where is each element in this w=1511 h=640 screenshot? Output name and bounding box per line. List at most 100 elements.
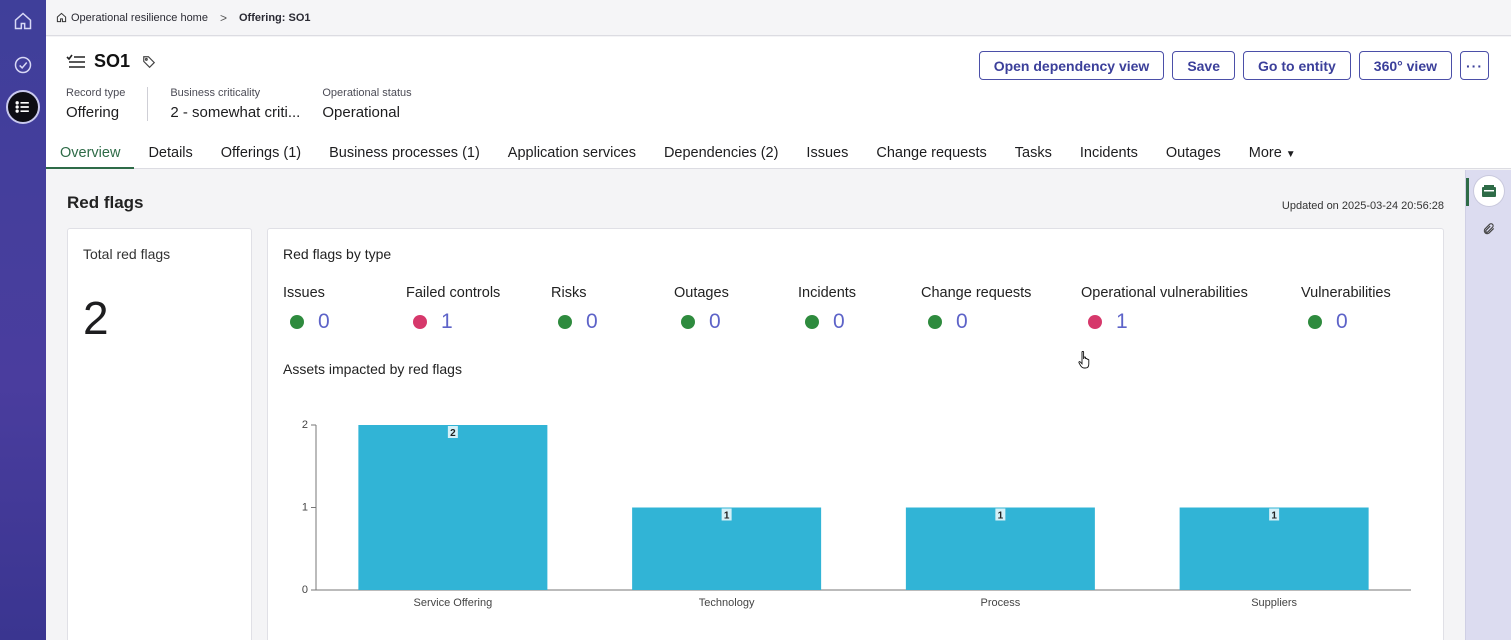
breadcrumb: Operational resilience home > Offering: …	[46, 0, 1511, 36]
tab-tasks[interactable]: Tasks	[1014, 145, 1052, 161]
data-label: 2	[450, 428, 456, 439]
y-tick-label: 1	[302, 502, 308, 514]
right-side-rail	[1465, 170, 1511, 640]
assets-bar-chart: 0 1 2 2 Service Offering 1 Technology 1 Process 1…	[302, 419, 1411, 609]
flag-type-name: Outages	[674, 285, 729, 301]
tab-dependencies[interactable]: Dependencies (2)	[663, 145, 779, 161]
flag-type-list: Issues 0 Failed controls 1 Risks 0 Outages 0 Inc…	[283, 285, 1433, 345]
caret-down-icon: ▼	[1285, 149, 1296, 160]
flag-type-incidents[interactable]: Incidents 0	[798, 285, 856, 334]
bar-service-offering	[358, 425, 548, 590]
tab-details[interactable]: Details	[148, 145, 193, 161]
tab-more[interactable]: More ▼	[1235, 141, 1310, 169]
breadcrumb-home-label: Operational resilience home	[71, 11, 208, 24]
tab-incidents[interactable]: Incidents	[1079, 145, 1138, 161]
red-flags-by-type-card: Red flags by type Issues 0 Failed controls…	[267, 228, 1444, 640]
status-dot-icon	[413, 315, 427, 329]
section-title: Red flags	[67, 193, 144, 212]
x-tick-label: Technology	[699, 597, 755, 609]
flag-type-operational-vulnerabilities[interactable]: Operational vulnerabilities 1	[1081, 285, 1248, 334]
flag-count[interactable]: 0	[586, 310, 598, 333]
flag-type-risks[interactable]: Risks 0	[551, 285, 598, 334]
flag-count[interactable]: 0	[318, 310, 330, 333]
flag-count[interactable]: 1	[1116, 310, 1128, 333]
flag-type-name: Operational vulnerabilities	[1081, 285, 1248, 301]
hand-cursor-icon	[1078, 351, 1090, 369]
red-flags-by-type-label: Red flags by type	[283, 246, 392, 262]
tab-change-requests[interactable]: Change requests	[876, 145, 987, 161]
field-label: Record type	[66, 87, 126, 99]
flag-type-value: 0	[674, 310, 729, 334]
active-indicator	[1466, 178, 1469, 206]
tab-business-processes[interactable]: Business processes (1)	[329, 145, 480, 161]
status-dot-icon	[805, 315, 819, 329]
flag-count[interactable]: 0	[1336, 310, 1348, 333]
field-record-type: Record type Offering	[66, 87, 149, 121]
flag-count[interactable]: 1	[441, 310, 453, 333]
breadcrumb-current: Offering: SO1	[238, 11, 311, 24]
field-value: 2 - somewhat criti...	[170, 104, 301, 121]
flag-type-issues[interactable]: Issues 0	[283, 285, 330, 334]
list-icon[interactable]	[6, 90, 40, 124]
total-red-flags-value: 2	[83, 292, 109, 344]
x-tick-label: Suppliers	[1251, 597, 1297, 609]
bar-process	[905, 507, 1095, 590]
flag-count[interactable]: 0	[709, 310, 721, 333]
save-button[interactable]: Save	[1172, 51, 1236, 80]
overview-panel: Red flags Updated on 2025-03-24 20:56:28…	[46, 170, 1465, 640]
flag-count[interactable]: 0	[956, 310, 968, 333]
field-value: Offering	[66, 104, 120, 121]
open-dependency-view-button[interactable]: Open dependency view	[978, 51, 1165, 80]
flag-count[interactable]: 0	[833, 310, 845, 333]
data-label: 1	[1271, 511, 1277, 522]
status-dot-icon	[1308, 315, 1322, 329]
flag-type-change-requests[interactable]: Change requests 0	[921, 285, 1031, 334]
view-360-button[interactable]: 360° view	[1358, 51, 1452, 80]
tab-overview[interactable]: Overview	[46, 141, 135, 169]
status-dot-icon	[558, 315, 572, 329]
flag-type-value: 0	[798, 310, 856, 334]
tab-offerings[interactable]: Offerings (1)	[220, 145, 302, 161]
flag-type-value: 0	[921, 310, 1031, 334]
updated-timestamp: Updated on 2025-03-24 20:56:28	[1281, 200, 1444, 212]
data-label-bg	[447, 426, 458, 438]
x-tick-label: Service Offering	[414, 597, 493, 609]
field-business-criticality: Business criticality 2 - somewhat criti.…	[148, 87, 322, 121]
flag-type-failed-controls[interactable]: Failed controls 1	[406, 285, 500, 334]
tab-issues[interactable]: Issues	[806, 145, 849, 161]
sidebar-panel-icon[interactable]	[1474, 176, 1504, 206]
y-tick-label: 0	[302, 584, 308, 596]
data-label: 1	[724, 511, 730, 522]
flag-type-value: 1	[406, 310, 500, 334]
check-circle-icon[interactable]	[6, 48, 40, 82]
tab-more-label: More	[1248, 145, 1282, 161]
tag-icon[interactable]	[142, 55, 156, 69]
y-tick-label: 2	[302, 419, 308, 431]
flag-type-name: Risks	[551, 285, 587, 301]
status-dot-icon	[290, 315, 304, 329]
record-fields: Record type Offering Business criticalit…	[66, 87, 434, 121]
flag-type-name: Issues	[283, 285, 325, 301]
paperclip-icon[interactable]	[1474, 214, 1504, 244]
flag-type-name: Vulnerabilities	[1301, 285, 1391, 301]
flag-type-vulnerabilities[interactable]: Vulnerabilities 0	[1301, 285, 1391, 334]
home-icon	[56, 12, 67, 23]
tab-outages[interactable]: Outages	[1165, 145, 1221, 161]
home-icon[interactable]	[6, 4, 40, 38]
flag-type-outages[interactable]: Outages 0	[674, 285, 729, 334]
breadcrumb-home[interactable]: Operational resilience home	[56, 12, 208, 24]
page-title: SO1	[94, 51, 131, 71]
flag-type-value: 1	[1081, 310, 1248, 334]
field-label: Operational status	[322, 87, 412, 99]
tab-application-services[interactable]: Application services	[507, 145, 636, 161]
flag-type-value: 0	[1301, 310, 1391, 334]
data-label-bg	[1269, 508, 1280, 521]
field-operational-status: Operational status Operational	[322, 87, 433, 121]
left-nav-rail	[0, 0, 46, 640]
more-actions-button[interactable]: ···	[1460, 51, 1489, 80]
flag-type-value: 0	[551, 310, 598, 334]
list-task-icon	[66, 54, 85, 68]
flag-type-value: 0	[283, 310, 330, 334]
go-to-entity-button[interactable]: Go to entity	[1243, 51, 1351, 80]
flag-type-name: Failed controls	[406, 285, 501, 301]
